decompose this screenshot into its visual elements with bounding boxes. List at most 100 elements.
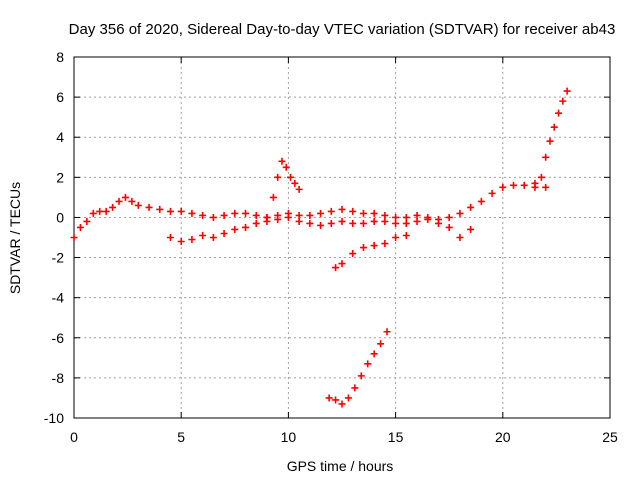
data-point [134,201,142,209]
data-point [499,183,507,191]
data-point [467,203,475,211]
data-point [392,213,400,221]
data-point [188,209,196,217]
data-point [344,394,352,402]
data-point [563,87,571,95]
data-point [559,97,567,105]
data-point [291,179,299,187]
data-point [359,244,367,252]
data-point [145,203,153,211]
data-point [209,213,217,221]
y-tick-label: -10 [44,410,64,426]
data-point [456,209,464,217]
data-point [89,209,97,217]
data-point [370,209,378,217]
data-point [456,234,464,241]
data-point [445,213,453,221]
data-point [156,205,164,213]
data-point [434,219,442,227]
grid [74,57,610,418]
y-tick-label: 2 [56,169,64,185]
data-point [263,213,271,221]
data-point [338,217,346,225]
data-point [370,350,378,358]
series-secondary-trace [166,213,475,246]
data-point [317,221,325,229]
chart-title: Day 356 of 2020, Sidereal Day-to-day VTE… [69,21,616,38]
series-low-segment [325,328,391,408]
x-tick-label: 25 [602,429,618,445]
data-point [332,396,340,404]
data-point [445,223,453,231]
data-point [295,185,303,193]
data-point [287,173,295,181]
data-point [377,340,385,348]
data-point [70,234,78,241]
y-tick-label: -6 [52,330,65,346]
data-point [546,137,554,145]
data-point [306,211,314,219]
data-point [349,219,357,227]
x-tick-label: 10 [281,429,297,445]
data-point [370,217,378,225]
data-point [220,229,228,237]
data-point [357,372,365,380]
data-point [392,234,400,241]
data-point [83,217,91,225]
data-point [252,219,260,227]
y-tick-label: 6 [56,89,64,105]
y-tick-label: -2 [52,250,65,266]
data-point [550,123,558,131]
data-point [392,219,400,227]
data-point [269,193,277,201]
data-point [128,197,136,205]
data-point [477,197,485,205]
y-tick-label: -4 [52,290,65,306]
data-point [402,213,410,221]
data-point [295,217,303,225]
data-point [231,225,239,233]
data-point [381,217,389,225]
data-point [542,183,550,191]
data-point [359,209,367,217]
series-bump-near-10h [263,157,303,221]
data-point [381,240,389,248]
series-main-trace [70,179,550,241]
data-point [121,193,129,201]
data-point [555,109,563,117]
y-axis-label: SDTVAR / TECUs [7,182,23,294]
x-tick-label: 15 [388,429,404,445]
series-segment-12-15h [332,231,410,272]
data-point [383,328,391,336]
data-point [381,211,389,219]
data-point [295,211,303,219]
axis-ticks: 0 5 10 15 20 25 -10 -8 -6 -4 -2 0 2 4 6 8 [44,49,618,445]
data-point [510,181,518,189]
data-point [338,400,346,408]
data-point [177,238,185,246]
data-point [542,153,550,161]
data-point [242,209,250,217]
data-point [102,207,110,215]
data-point [252,211,260,219]
data-point [188,236,196,244]
x-tick-label: 5 [177,429,185,445]
data-point [109,203,117,211]
data-point [402,219,410,227]
data-point [402,231,410,239]
data-point [349,250,357,258]
data-point [317,209,325,217]
data-point [349,207,357,215]
data-point [327,219,335,227]
data-point [282,163,290,171]
data-point [284,213,292,221]
data-point [274,215,282,223]
data-point [199,211,207,219]
x-tick-label: 0 [70,429,78,445]
data-point [338,260,346,268]
data-point [166,207,174,215]
data-point [242,223,250,231]
data-marks [70,87,571,408]
data-point [537,173,545,181]
